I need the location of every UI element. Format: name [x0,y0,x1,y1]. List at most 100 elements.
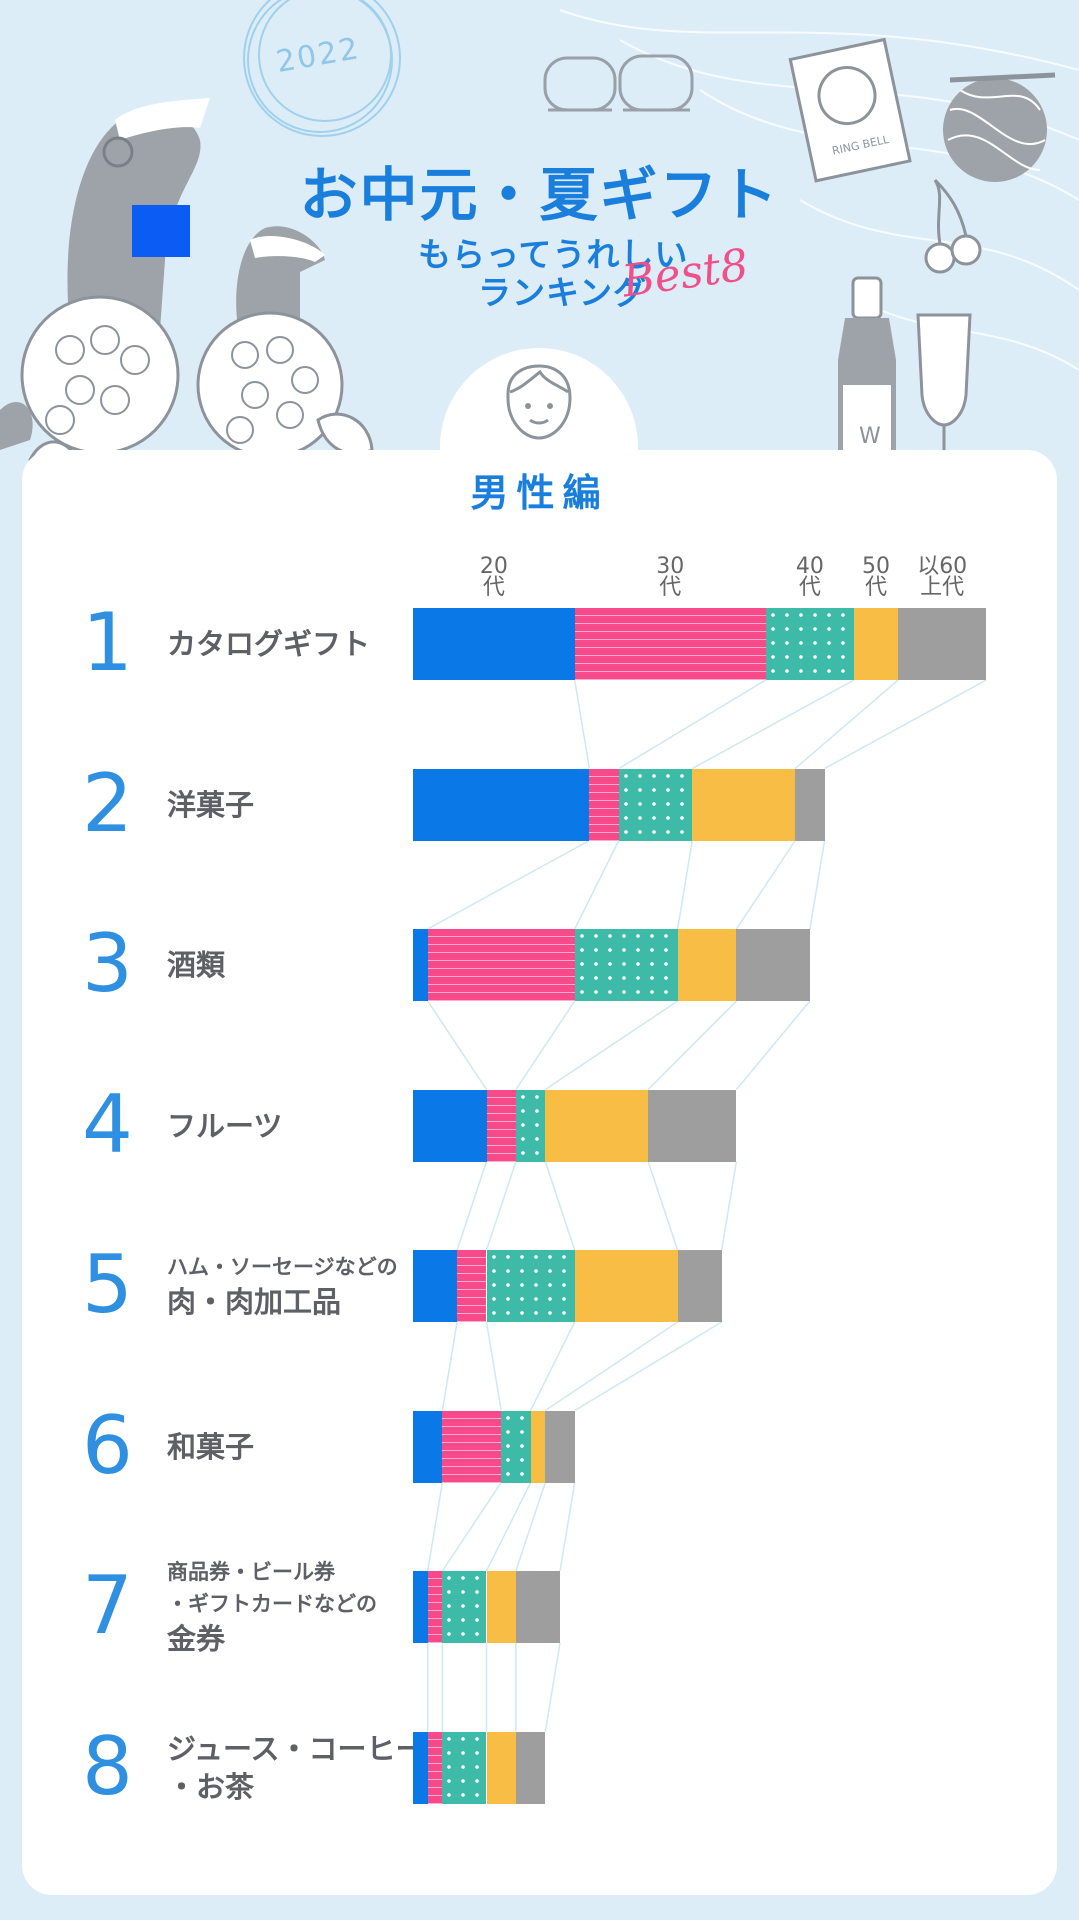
bar-segment [457,1250,487,1322]
rank-number: 4 [82,1077,133,1171]
bar-segment [677,929,737,1001]
bar-connector-line [544,1161,576,1251]
age-group-header: 30 代 [635,554,705,600]
rank-number: 2 [82,756,133,850]
bar-segment [486,1250,575,1322]
item-label-line: 和菓子 [167,1429,255,1464]
item-label-line: ジュース・コーヒー [167,1731,425,1766]
item-label-line: 金券 [167,1622,226,1656]
bar-segment [413,608,575,680]
bar-segment [854,608,899,680]
bar-segment [427,1571,443,1643]
bar-connector-line [647,1161,679,1251]
bar-connector-line [676,840,694,930]
bar-connector-line [456,1161,488,1251]
bar-connector-line [544,1000,679,1091]
age-group-header-line1: 30 [656,554,685,579]
page-subtitle-line2: ランキング [478,273,648,312]
rank-number: 8 [82,1719,133,1813]
bar-segment [442,1571,487,1643]
bar-connector-line [720,1161,738,1251]
bar-segment [413,1571,428,1643]
bar-connector-line [427,1000,488,1090]
age-group-header-line2: 代 [865,575,888,600]
bar-connector-line [824,679,987,770]
bar-segment [574,929,678,1001]
bar-connector-line [647,1000,737,1091]
age-group-header-line1: 20 [479,554,508,579]
bar-segment [530,1410,546,1483]
bar-connector-line [559,1482,576,1572]
bar-connector-line [544,1642,561,1732]
bar-segment [427,1731,443,1804]
bar-connector-line [573,679,591,769]
bar-segment [545,1089,649,1162]
bar-segment [574,608,766,680]
bar-connector-line [544,1321,679,1412]
bar-connector-line [485,1321,502,1411]
rank-number: 6 [82,1398,133,1492]
bar-segment [515,1089,546,1162]
bar-connector-line [574,840,620,930]
item-label-line: 商品券・ビール券 [167,1560,335,1584]
bar-connector-line [735,840,796,930]
bar-segment [648,1089,737,1162]
bar-connector-line [809,840,826,930]
age-group-header-line1: 以60 [917,554,968,579]
item-label: 商品券・ビール券 ・ギフトカードなどの 金券 [167,1556,377,1658]
bar-segment [795,768,825,841]
section-title: 男性編 [470,471,609,515]
bar-segment [413,1410,443,1483]
bar-segment [486,1571,516,1643]
bar-segment [677,1250,722,1322]
bar-segment [486,1089,516,1162]
age-group-header: 20 代 [459,554,529,600]
bar-segment [692,768,796,841]
rank-number: 7 [82,1559,133,1652]
age-group-header-line2: 上代 [920,575,965,600]
bottle-label: W [859,424,881,449]
bar-segment [736,929,810,1001]
bar-connector-line [574,1321,723,1412]
age-group-header: 以60 上代 [907,554,977,600]
age-group-header: 40 代 [775,554,845,599]
age-group-header: 50 代 [841,554,911,600]
bar-segment [413,929,428,1001]
bar-connector-line [441,1321,458,1411]
item-label: 洋菓子 [167,786,254,824]
age-group-header-line2: 代 [482,575,505,600]
bar-connector-line [691,679,855,770]
bar-segment [413,768,590,841]
bar-segment [618,768,693,841]
bar-segment [515,1571,560,1643]
page-title: お中元・夏ギフト [299,161,780,229]
bar-connector-line [485,1482,532,1572]
bar-segment [574,1250,678,1322]
item-label: 酒類 [167,946,225,984]
item-label: ハム・ソーセージなどの肉・肉加工品 [167,1251,398,1321]
bar-segment [442,1731,487,1804]
item-label-line: 肉・肉加工品 [167,1285,342,1319]
bar-connector-line [515,1000,576,1090]
bar-connector-line [618,679,767,770]
item-label-line: ・お茶 [167,1769,255,1804]
age-group-header-line2: 代 [659,575,682,600]
age-group-header-line1: 50 [862,554,891,579]
bar-connector-line [515,1482,547,1572]
rank-number: 3 [82,917,133,1010]
age-group-header-line1: 40 [795,554,824,579]
item-label: ジュース・コーヒー ・お茶 [167,1730,425,1806]
bar-connector-line [427,839,590,930]
bar-segment [501,1410,531,1483]
bar-segment [413,1250,458,1322]
item-label: カタログギフト [167,625,370,663]
item-label-line: 洋菓子 [167,787,255,822]
bar-segment [442,1410,502,1483]
item-label: 和菓子 [167,1428,254,1466]
item-label-line: ハム・ソーセージなどの [167,1255,398,1279]
rank-number: 1 [82,596,133,689]
bar-segment [545,1410,575,1483]
